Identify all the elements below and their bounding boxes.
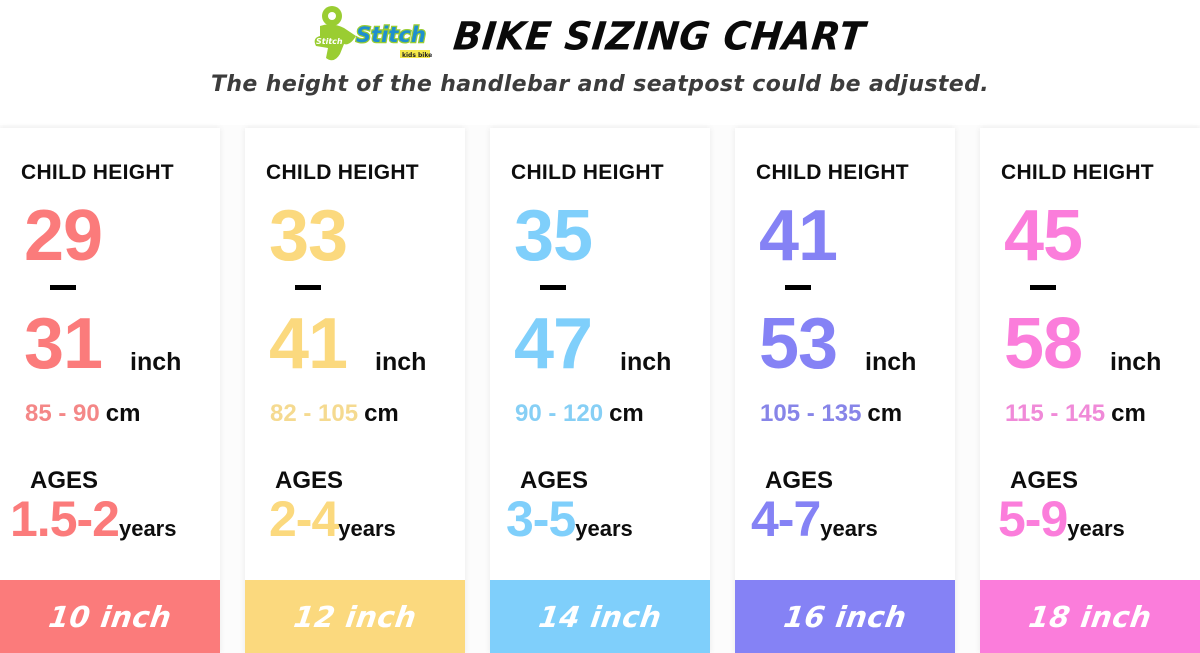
height-unit: inch xyxy=(130,348,182,376)
ages-value: 5-9 xyxy=(998,491,1068,547)
range-dash xyxy=(785,285,811,290)
wheel-size: 16 inch xyxy=(781,599,909,634)
ages-row: 2-4years xyxy=(269,490,396,548)
cm-range-row: 82 - 105 cm xyxy=(270,400,399,428)
ages-value: 1.5-2 xyxy=(10,491,120,547)
height-max: 41 xyxy=(269,304,348,384)
cm-unit: cm xyxy=(609,400,644,427)
ages-label: AGES xyxy=(765,467,834,494)
height-min: 29 xyxy=(24,196,103,276)
ages-unit: years xyxy=(575,516,633,541)
wheel-size-band: 16 inch xyxy=(735,580,955,653)
cm-range-row: 90 - 120 cm xyxy=(515,400,644,428)
ages-label: AGES xyxy=(275,467,344,494)
height-max: 58 xyxy=(1004,304,1083,384)
ages-unit: years xyxy=(820,516,878,541)
cm-unit: cm xyxy=(1111,400,1146,427)
range-dash xyxy=(1030,285,1056,290)
cm-range-row: 85 - 90 cm xyxy=(25,400,140,428)
size-card-10-inch: CHILD HEIGHT 29 31 inch 85 - 90 cm AGES 1… xyxy=(0,128,220,653)
ages-value: 4-7 xyxy=(751,491,821,547)
wheel-size-band: 18 inch xyxy=(980,580,1200,653)
stitch-logo-icon: Stitch Stitch kids bike xyxy=(314,6,432,61)
height-unit: inch xyxy=(620,348,672,376)
logo-wordmark: Stitch xyxy=(356,23,426,47)
height-min: 41 xyxy=(759,196,838,276)
header: Stitch Stitch kids bike BIKE SIZING CHAR… xyxy=(0,0,1200,125)
wheel-size-band: 10 inch xyxy=(0,580,220,653)
size-card-14-inch: CHILD HEIGHT 35 47 inch 90 - 120 cm AGES … xyxy=(490,128,710,653)
ages-label: AGES xyxy=(30,467,99,494)
wheel-size: 14 inch xyxy=(536,599,664,634)
ages-row: 4-7years xyxy=(751,490,878,548)
ages-row: 3-5years xyxy=(506,490,633,548)
logo-tagline: kids bike xyxy=(402,52,432,59)
height-unit: inch xyxy=(865,348,917,376)
cm-range: 90 - 120 xyxy=(515,400,604,427)
ages-value: 3-5 xyxy=(506,491,576,547)
range-dash xyxy=(50,285,76,290)
wheel-size: 12 inch xyxy=(291,599,419,634)
range-dash xyxy=(295,285,321,290)
height-unit: inch xyxy=(1110,348,1162,376)
ages-label: AGES xyxy=(1010,467,1079,494)
ages-unit: years xyxy=(338,516,396,541)
cm-range: 115 - 145 xyxy=(1005,400,1106,427)
size-card-16-inch: CHILD HEIGHT 41 53 inch 105 - 135 cm AGES… xyxy=(735,128,955,653)
cm-range-row: 105 - 135 cm xyxy=(760,400,902,428)
child-height-label: CHILD HEIGHT xyxy=(1001,161,1154,184)
size-card-18-inch: CHILD HEIGHT 45 58 inch 115 - 145 cm AGES… xyxy=(980,128,1200,653)
page-title: BIKE SIZING CHART xyxy=(451,14,868,60)
ages-row: 5-9years xyxy=(998,490,1125,548)
wheel-size: 10 inch xyxy=(46,599,174,634)
height-min: 33 xyxy=(269,196,348,276)
cm-range: 85 - 90 xyxy=(25,400,100,427)
ages-unit: years xyxy=(118,516,177,541)
cm-range: 82 - 105 xyxy=(270,400,359,427)
cm-range: 105 - 135 xyxy=(760,400,862,427)
wheel-size-band: 14 inch xyxy=(490,580,710,653)
cm-range-row: 115 - 145 cm xyxy=(1005,400,1146,428)
height-max: 47 xyxy=(514,304,593,384)
child-height-label: CHILD HEIGHT xyxy=(756,161,909,184)
height-unit: inch xyxy=(375,348,427,376)
child-height-label: CHILD HEIGHT xyxy=(266,161,419,184)
wheel-size-band: 12 inch xyxy=(245,580,465,653)
cm-unit: cm xyxy=(105,400,141,427)
height-min: 45 xyxy=(1004,196,1083,276)
range-dash xyxy=(540,285,566,290)
height-max: 31 xyxy=(24,304,103,384)
logo-badge-text: Stitch xyxy=(316,37,343,46)
page-subtitle: The height of the handlebar and seatpost… xyxy=(210,72,990,97)
size-cards: CHILD HEIGHT 29 31 inch 85 - 90 cm AGES 1… xyxy=(0,128,1200,653)
ages-unit: years xyxy=(1067,516,1125,541)
size-card-12-inch: CHILD HEIGHT 33 41 inch 82 - 105 cm AGES … xyxy=(245,128,465,653)
ages-row: 1.5-2years xyxy=(10,490,176,548)
child-height-label: CHILD HEIGHT xyxy=(511,161,664,184)
ages-label: AGES xyxy=(520,467,589,494)
wheel-size: 18 inch xyxy=(1026,599,1154,634)
height-max: 53 xyxy=(759,304,838,384)
height-min: 35 xyxy=(514,196,593,276)
child-height-label: CHILD HEIGHT xyxy=(21,161,174,184)
cm-unit: cm xyxy=(364,400,399,427)
cm-unit: cm xyxy=(867,400,903,427)
ages-value: 2-4 xyxy=(269,491,339,547)
